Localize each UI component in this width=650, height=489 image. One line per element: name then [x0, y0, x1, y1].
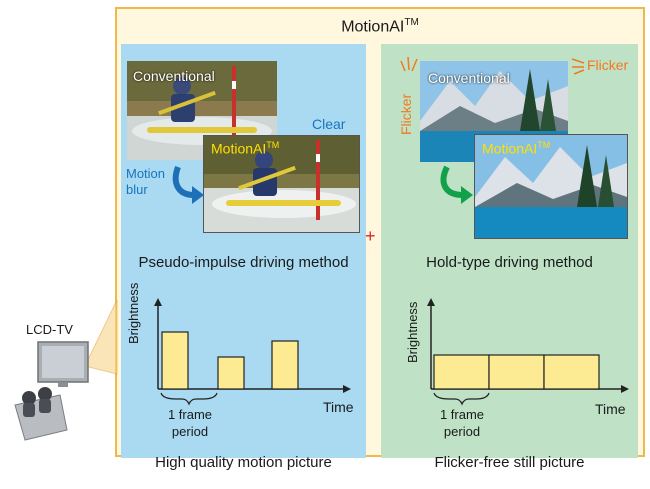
diagram-title: MotionAITM: [115, 17, 645, 36]
clear-label: Clear: [312, 116, 346, 132]
flicker-rays-left-icon: [400, 56, 418, 72]
motion-blur-line-2: blur: [126, 182, 148, 197]
right-frame-period-label: 1 frame period: [432, 406, 492, 440]
motionai-label-left: MotionAITM: [211, 140, 279, 157]
motionai-label-left-text: MotionAI: [211, 140, 267, 157]
title-text: MotionAI: [341, 18, 405, 36]
motion-blur-line-1: Motion: [126, 166, 166, 181]
motionai-label-right: MotionAITM: [482, 140, 550, 157]
left-frame-label-1: 1 frame: [167, 407, 213, 422]
frame-brace: [433, 392, 490, 406]
still-picture-caption: Flicker-free still picture: [434, 454, 585, 471]
pseudo-impulse-method-label: Pseudo-impulse driving method: [138, 254, 349, 271]
hold-bar-3: [543, 354, 600, 390]
curved-arrow-blue-icon: [172, 165, 204, 204]
y-axis-arrow-icon: [154, 298, 162, 306]
motion-blur-label: Motion blur: [126, 166, 165, 198]
left-chart-ylabel: Brightness: [126, 282, 141, 344]
motionai-kayak-photo: [203, 135, 360, 233]
plus-sign: +: [365, 226, 376, 246]
flicker-label-top: Flicker: [587, 57, 629, 73]
left-chart-xlabel: Time: [323, 399, 354, 415]
bar-3: [271, 340, 299, 390]
motionai-lake-photo: [474, 134, 628, 239]
motion-picture-caption: High quality motion picture: [155, 454, 332, 471]
left-frame-label-2: period: [171, 424, 209, 439]
conventional-label-right: Conventional: [428, 70, 510, 86]
flicker-rays-right-icon: [571, 58, 585, 75]
x-axis-arrow-icon: [621, 385, 629, 393]
y-axis-arrow-icon: [427, 298, 435, 306]
motionai-label-right-text: MotionAI: [482, 140, 538, 157]
curved-arrow-green-icon: [440, 165, 473, 204]
lcd-tv-label: LCD-TV: [26, 322, 73, 337]
frame-brace: [160, 392, 218, 406]
title-tm: TM: [404, 17, 419, 28]
motionai-label-right-tm: TM: [537, 140, 551, 150]
right-frame-label-2: period: [443, 424, 481, 439]
bar-1: [161, 331, 189, 390]
hold-type-method-label: Hold-type driving method: [426, 254, 593, 271]
hold-bar-2: [488, 354, 545, 390]
pseudo-impulse-chart: [121, 296, 366, 436]
motionai-label-left-tm: TM: [266, 140, 280, 150]
lcd-tv-viewers-illustration: [14, 299, 118, 441]
x-axis-arrow-icon: [343, 385, 351, 393]
left-frame-period-label: 1 frame period: [160, 406, 220, 440]
hold-bar-1: [433, 354, 490, 390]
right-chart-ylabel: Brightness: [405, 301, 420, 363]
bar-2: [217, 356, 245, 390]
conventional-label-left: Conventional: [133, 68, 215, 84]
hold-type-chart: [381, 296, 638, 436]
right-frame-label-1: 1 frame: [439, 407, 485, 422]
right-chart-xlabel: Time: [595, 401, 626, 417]
flicker-label-side: Flicker: [398, 93, 414, 135]
